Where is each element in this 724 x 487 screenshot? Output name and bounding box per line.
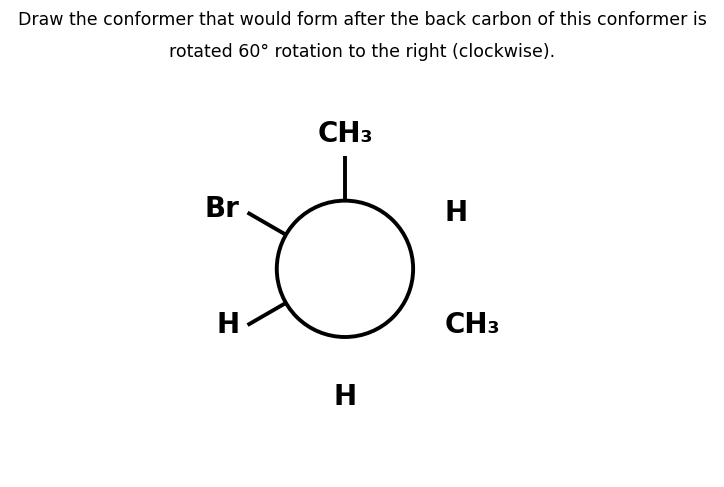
Text: CH₃: CH₃ [317, 120, 373, 148]
Text: Draw the conformer that would form after the back carbon of this conformer is: Draw the conformer that would form after… [17, 11, 707, 29]
Text: H: H [216, 311, 240, 339]
Text: Br: Br [204, 195, 240, 223]
Circle shape [277, 201, 413, 337]
Text: rotated 60° rotation to the right (clockwise).: rotated 60° rotation to the right (clock… [169, 43, 555, 61]
Text: CH₃: CH₃ [445, 311, 500, 339]
Text: H: H [445, 199, 468, 226]
Text: H: H [333, 383, 356, 411]
